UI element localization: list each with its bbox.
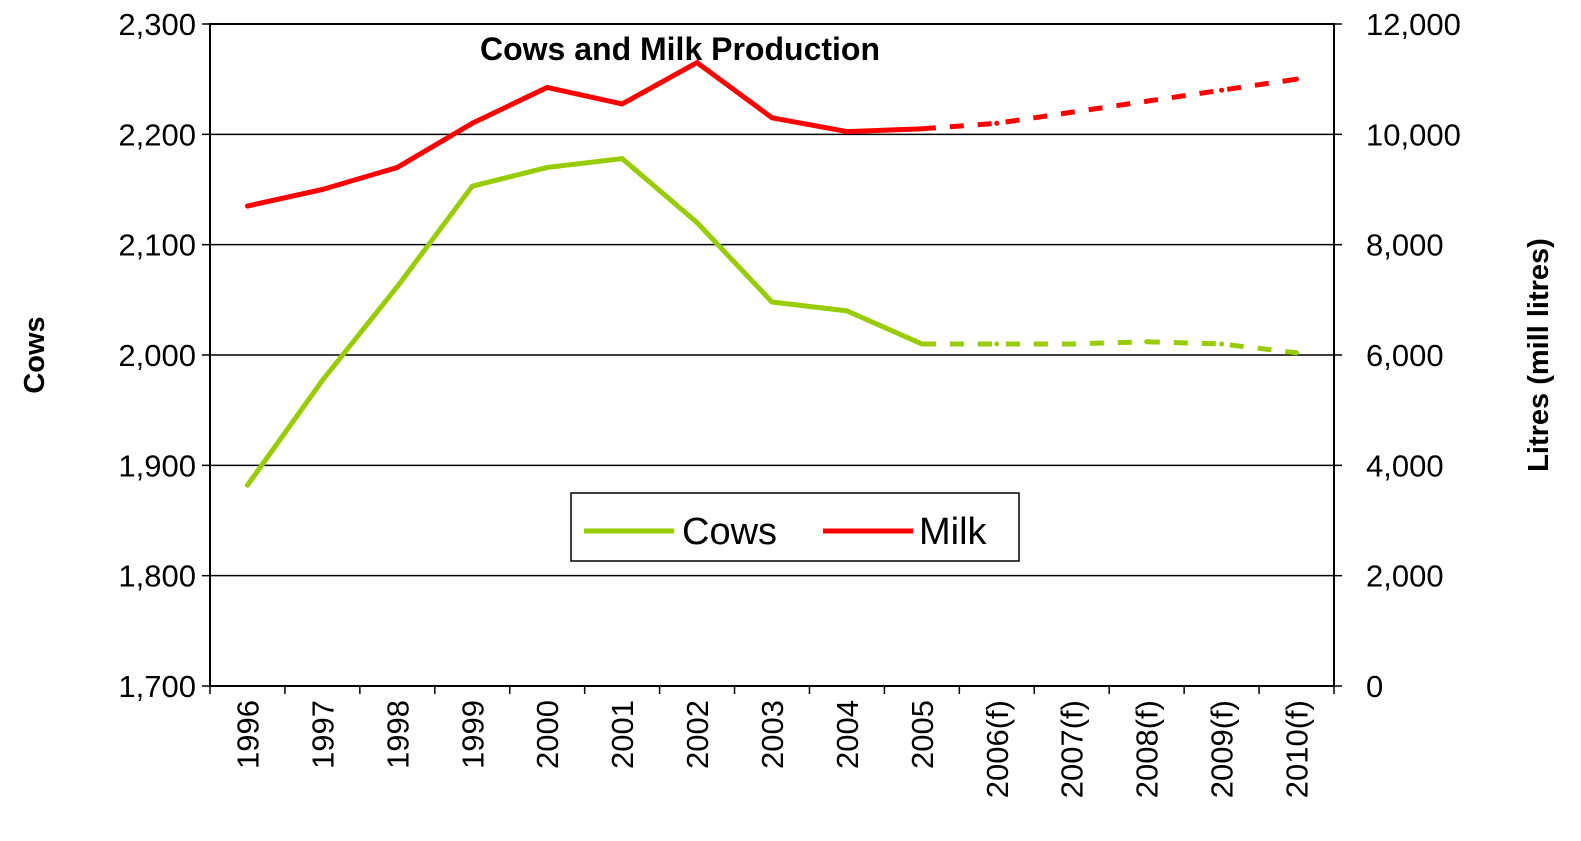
legend-label-cows: Cows [682,511,777,553]
cows-forecast-line [921,339,1297,356]
series-lines [244,60,1300,488]
milk-point [1069,109,1075,115]
left-tick-label: 2,000 [118,338,196,373]
x-tick-label: 1996 [230,700,265,769]
right-axis-title: Litres (mill litres) [1523,238,1555,472]
left-tick-label: 2,100 [118,228,196,263]
left-axis-title: Cows [19,316,51,393]
left-tick-label: 1,900 [118,448,196,483]
x-tick-label: 2005 [905,700,940,769]
left-tick-label: 1,700 [118,669,196,704]
x-tick-label: 2006(f) [980,700,1015,798]
cows-point [1069,341,1075,347]
legend-label-milk: Milk [919,511,988,553]
cows-point [244,482,250,488]
right-tick-label: 10,000 [1366,117,1461,152]
right-axis-ticks: 0 2,000 4,000 6,000 8,000 10,000 12,000 [1334,7,1461,704]
milk-point [694,60,700,66]
x-tick-label: 2007(f) [1055,700,1090,798]
milk-point [469,120,475,126]
cows-point [1294,350,1300,356]
cows-point [844,308,850,314]
x-tick-label: 2000 [530,700,565,769]
milk-point [1294,76,1300,82]
cows-point [769,299,775,305]
left-tick-label: 1,800 [118,559,196,594]
cows-point [994,341,1000,347]
right-tick-label: 6,000 [1366,338,1444,373]
left-axis-ticks: 1,700 1,800 1,900 2,000 2,100 2,200 2,300 [118,7,210,704]
cows-point [1144,339,1150,345]
right-tick-label: 4,000 [1366,448,1444,483]
gridlines [210,133,1334,577]
left-tick-label: 2,200 [118,117,196,152]
milk-series-line [246,60,922,209]
x-tick-label: 2008(f) [1130,700,1165,798]
milk-point [619,101,625,107]
cows-point [919,341,925,347]
legend: Cows Milk [570,492,1020,562]
x-tick-label: 2004 [830,700,865,769]
milk-point [1144,98,1150,104]
cows-series-line [245,156,923,487]
right-tick-label: 2,000 [1366,559,1444,594]
milk-point [244,203,250,209]
cows-point [1219,341,1225,347]
cows-point [544,164,550,170]
x-tick-label: 2001 [605,700,640,769]
milk-point [319,187,325,192]
milk-point [544,84,550,90]
milk-point [994,120,1000,126]
legend-box [570,492,1020,562]
x-tick-label: 1997 [305,700,340,769]
right-tick-label: 8,000 [1366,228,1444,263]
milk-point [919,126,925,132]
milk-point [844,129,850,135]
cows-point [319,377,325,383]
cows-point [469,183,475,189]
right-tick-label: 12,000 [1366,7,1461,42]
milk-forecast-line [921,76,1297,132]
x-axis-ticks: 1996 1997 1998 1999 2000 2001 2002 2003 2004 2005… [209,686,1335,798]
x-tick-label: 2009(f) [1205,700,1240,798]
milk-point [769,115,775,121]
x-tick-label: 1998 [380,700,415,769]
cows-point [694,220,700,226]
cows-point [619,156,625,162]
x-tick-label: 2002 [680,700,715,769]
milk-point [1219,87,1225,93]
left-tick-label: 2,300 [118,7,196,42]
milk-point [394,164,400,170]
chart-title: Cows and Milk Production [480,31,880,67]
cows-point [394,284,400,290]
x-tick-label: 2003 [755,700,790,769]
x-tick-label: 2010(f) [1280,700,1315,798]
x-tick-label: 1999 [455,700,490,769]
right-tick-label: 0 [1366,669,1383,704]
